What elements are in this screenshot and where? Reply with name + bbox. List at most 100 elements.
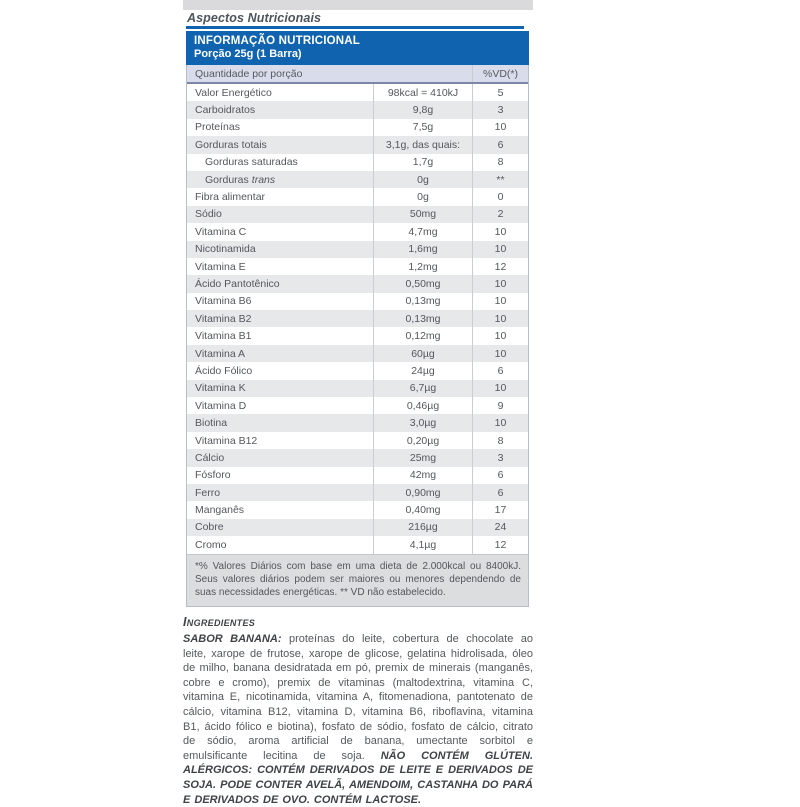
nutrition-table: INFORMAÇÃO NUTRICIONAL Porção 25g (1 Bar… <box>186 31 529 607</box>
nutrient-name: Vitamina B2 <box>195 312 252 325</box>
nutrient-amount: 7,5g <box>373 118 473 137</box>
nutrient-name: Vitamina A <box>195 347 246 360</box>
ingredients-list: proteínas do leite, cobertura de chocola… <box>183 633 533 762</box>
table-body: Valor Energético 98kcal = 410kJ 5 Carboi… <box>187 84 528 554</box>
section-underline <box>186 26 524 29</box>
nutrient-name: Valor Energético <box>195 86 272 99</box>
table-row: Cálcio 25mg 3 <box>187 449 528 467</box>
nutrient-amount: 0,20µg <box>373 431 473 450</box>
nutrient-dv: 17 <box>494 504 507 517</box>
nutrient-amount: 6,7µg <box>373 379 473 398</box>
nutrient-amount: 0,12mg <box>373 327 473 345</box>
nutrient-name: Ácido Pantotênico <box>195 277 280 290</box>
nutrient-dv: 10 <box>494 330 507 343</box>
table-row: Biotina 3,0µg 10 <box>187 414 528 432</box>
nutrient-dv: 10 <box>494 225 507 238</box>
nutrient-name: Vitamina E <box>195 260 246 273</box>
table-row: Valor Energético 98kcal = 410kJ 5 <box>187 84 528 102</box>
nutrient-name: Vitamina B12 <box>195 434 258 447</box>
nutrient-dv: 10 <box>494 243 507 256</box>
nutrient-amount: 3,1g, das quais: <box>373 136 473 154</box>
nutrient-amount: 3,0µg <box>373 414 473 432</box>
table-row: Carboidratos 9,8g 3 <box>187 101 528 119</box>
table-row: Vitamina K 6,7µg 10 <box>187 379 528 398</box>
table-serving-size: Porção 25g (1 Barra) <box>194 48 302 60</box>
nutrient-dv: 0 <box>497 191 504 204</box>
nutrient-amount: 0,40mg <box>373 501 473 519</box>
col-header-daily-value: %VD(*) <box>472 65 528 82</box>
table-row: Gorduras totais 3,1g, das quais: 6 <box>187 136 528 154</box>
table-row: Vitamina A 60µg 10 <box>187 344 528 363</box>
ingredients-heading: Ingredientes <box>183 615 256 629</box>
nutrient-dv: 12 <box>494 538 507 551</box>
nutrient-amount: 1,6mg <box>373 240 473 258</box>
table-row: Cromo 4,1µg 12 <box>187 536 528 554</box>
nutrient-dv: 6 <box>497 364 504 377</box>
nutrient-dv: 6 <box>497 469 504 482</box>
nutrient-dv: 3 <box>497 104 504 117</box>
table-row: Vitamina B12 0,20µg 8 <box>187 431 528 450</box>
table-footnote: *% Valores Diários com base em uma dieta… <box>187 553 528 606</box>
nutrient-amount: 4,1µg <box>373 536 473 554</box>
table-row: Vitamina B1 0,12mg 10 <box>187 327 528 345</box>
nutrient-name: Gorduras totais <box>195 138 267 151</box>
nutrient-dv: 24 <box>494 521 507 534</box>
nutrient-name: Cromo <box>195 538 227 551</box>
nutrient-dv: 10 <box>494 312 507 325</box>
top-strip <box>183 0 533 10</box>
col-header-quantity: Quantidade por porção <box>195 67 303 80</box>
nutrient-dv: 6 <box>497 486 504 499</box>
nutrient-dv: 9 <box>497 399 504 412</box>
nutrient-name: Gorduras trans <box>205 173 276 186</box>
table-row: Vitamina B2 0,13mg 10 <box>187 310 528 328</box>
table-row: Fibra alimentar 0g 0 <box>187 188 528 206</box>
nutrient-amount: 98kcal = 410kJ <box>373 84 473 102</box>
nutrient-dv: 10 <box>494 121 507 134</box>
nutrient-amount: 42mg <box>373 466 473 484</box>
nutrient-amount: 0g <box>373 188 473 206</box>
nutrient-dv: 5 <box>497 86 504 99</box>
nutrient-amount: 9,8g <box>373 101 473 119</box>
nutrient-amount: 0,50mg <box>373 275 473 293</box>
table-row: Vitamina D 0,46µg 9 <box>187 397 528 415</box>
nutrient-amount: 216µg <box>373 518 473 537</box>
table-row: Nicotinamida 1,6mg 10 <box>187 240 528 258</box>
nutrient-name: Vitamina K <box>195 382 246 395</box>
table-row: Ácido Pantotênico 0,50mg 10 <box>187 275 528 293</box>
nutrient-name: Ferro <box>195 486 221 499</box>
nutrient-name: Manganês <box>195 504 245 517</box>
nutrient-name: Cálcio <box>195 451 225 464</box>
nutrient-name: Fibra alimentar <box>195 191 266 204</box>
nutrient-amount: 60µg <box>373 344 473 363</box>
nutrient-name: Vitamina B1 <box>195 330 252 343</box>
table-row: Vitamina E 1,2mg 12 <box>187 257 528 276</box>
table-row: Ferro 0,90mg 6 <box>187 483 528 502</box>
nutrient-dv: 10 <box>494 347 507 360</box>
nutrient-dv: 6 <box>497 138 504 151</box>
nutrient-amount: 0,90mg <box>373 483 473 502</box>
nutrition-table-header: INFORMAÇÃO NUTRICIONAL Porção 25g (1 Bar… <box>186 31 529 65</box>
nutrient-name: Carboidratos <box>195 104 256 117</box>
nutrient-name: Nicotinamida <box>195 243 256 256</box>
table-row: Fósforo 42mg 6 <box>187 466 528 484</box>
nutrient-amount: 1,7g <box>373 153 473 171</box>
nutrient-dv: 10 <box>494 417 507 430</box>
table-row: Manganês 0,40mg 17 <box>187 501 528 519</box>
ingredients-text: SABOR BANANA: proteínas do leite, cobert… <box>183 632 533 807</box>
table-row: Proteínas 7,5g 10 <box>187 118 528 137</box>
flavor-label: SABOR BANANA: <box>183 633 282 645</box>
nutrient-name: Vitamina C <box>195 225 247 238</box>
nutrient-amount: 0g <box>373 170 473 189</box>
table-row: Gorduras trans 0g ** <box>187 170 528 189</box>
nutrient-dv: 10 <box>494 295 507 308</box>
nutrient-amount: 24µg <box>373 362 473 380</box>
table-row: Cobre 216µg 24 <box>187 518 528 537</box>
nutrient-dv: ** <box>496 173 505 186</box>
table-row: Sódio 50mg 2 <box>187 205 528 224</box>
nutrient-name: Sódio <box>195 208 222 221</box>
table-row: Vitamina C 4,7mg 10 <box>187 223 528 241</box>
table-row: Vitamina B6 0,13mg 10 <box>187 292 528 311</box>
nutrient-dv: 8 <box>497 434 504 447</box>
table-column-headers: Quantidade por porção %VD(*) <box>187 65 528 84</box>
table-row: Gorduras saturadas 1,7g 8 <box>187 153 528 171</box>
